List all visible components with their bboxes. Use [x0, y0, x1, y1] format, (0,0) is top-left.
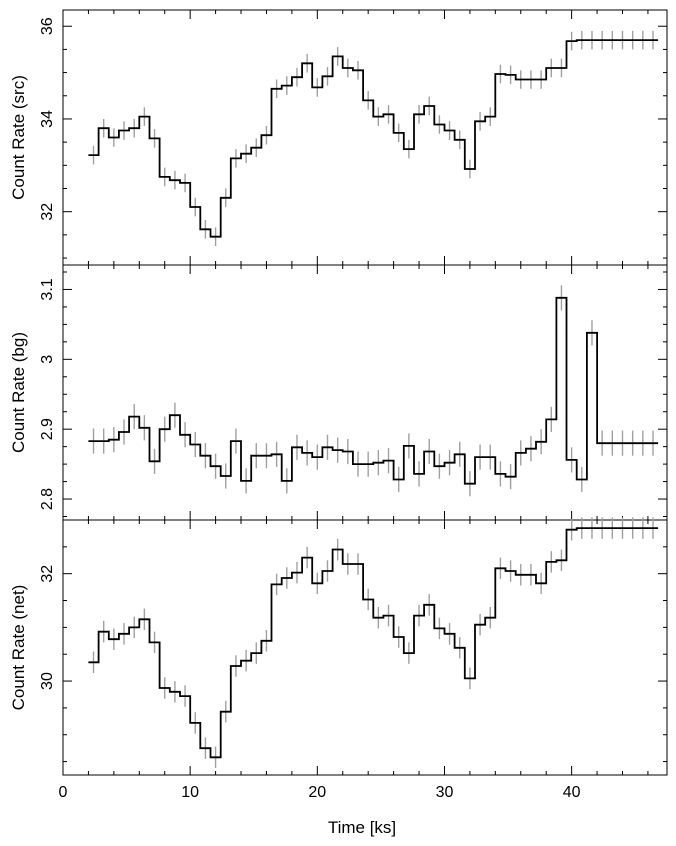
x-tick-label: 20 — [308, 784, 326, 801]
plot-frame-bg — [62, 264, 668, 521]
y-tick-label-bg: 2.8 — [39, 488, 56, 510]
plot-frame-net — [62, 519, 668, 776]
y-tick-label-net: 30 — [39, 672, 56, 690]
x-tick-label: 40 — [563, 784, 581, 801]
step-line-src — [88, 39, 659, 238]
y-tick-label-bg: 3.1 — [39, 278, 56, 300]
y-axis-title-bg: Count Rate (bg) — [9, 332, 28, 453]
y-axis-title-src: Count Rate (src) — [9, 75, 28, 200]
y-tick-label-bg: 2.9 — [39, 418, 56, 440]
x-tick-label: 0 — [59, 784, 68, 801]
x-axis-title: Time [ks] — [328, 818, 396, 837]
y-tick-label-net: 32 — [39, 565, 56, 583]
y-tick-label-src: 36 — [39, 17, 56, 35]
panel-source-rate: 32 34 36 Count Rate (src) — [9, 9, 668, 266]
y-axis-title-net: Count Rate (net) — [9, 585, 28, 711]
y-tick-label-src: 34 — [39, 110, 56, 128]
x-tick-label: 10 — [181, 784, 199, 801]
step-line-bg — [88, 296, 659, 485]
y-tick-label-src: 32 — [39, 203, 56, 221]
x-tick-label: 30 — [436, 784, 454, 801]
panel-background-rate: 2.8 2.9 3 3.1 Count Rate (bg) — [9, 264, 668, 521]
y-tick-label-bg: 3 — [39, 355, 56, 364]
step-line-net — [88, 527, 659, 759]
panel-net-rate: 30 32 0 10 20 30 40 Count Rate (net) — [9, 517, 668, 801]
